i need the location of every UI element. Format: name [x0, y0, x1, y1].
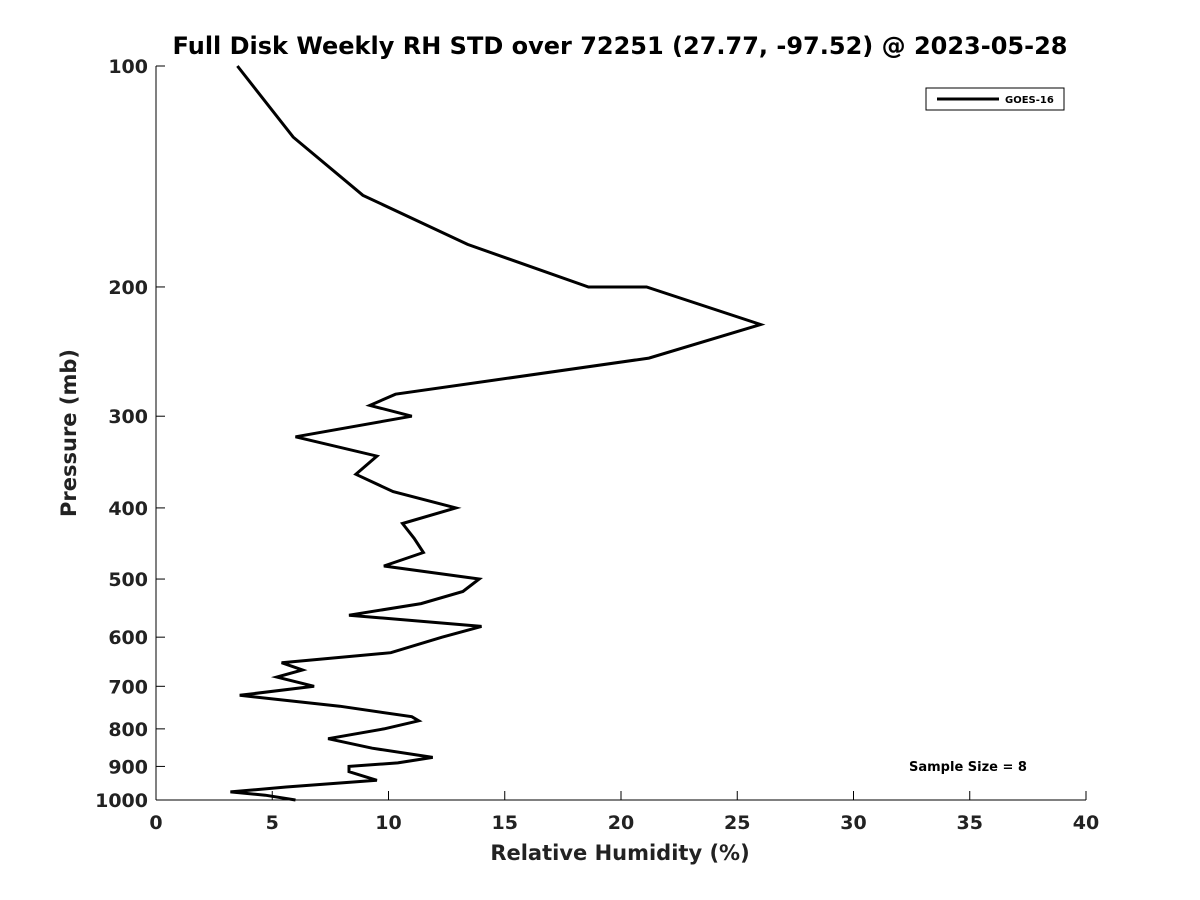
y-tick-label: 1000 — [95, 790, 148, 812]
y-tick-label: 200 — [108, 277, 148, 299]
series-line-goes-16 — [230, 65, 766, 802]
x-tick-label: 35 — [957, 812, 983, 834]
x-tick-label: 30 — [840, 812, 866, 834]
chart-title: Full Disk Weekly RH STD over 72251 (27.7… — [173, 32, 1068, 60]
x-tick-label: 0 — [149, 812, 162, 834]
y-tick-label: 800 — [108, 719, 148, 741]
y-tick-label: 900 — [108, 756, 148, 778]
legend: GOES-16 — [925, 87, 1065, 111]
x-tick-label: 25 — [724, 812, 750, 834]
x-tick-label: 10 — [375, 812, 401, 834]
y-axis-ticks: 100 200 300 400 500 600 700 800 900 1000 — [95, 56, 165, 812]
y-tick-label: 700 — [108, 676, 148, 698]
x-axis-ticks: 0 5 10 15 20 25 30 35 40 — [149, 791, 1099, 834]
x-tick-label: 20 — [608, 812, 634, 834]
y-tick-label: 400 — [108, 498, 148, 520]
x-tick-label: 15 — [492, 812, 518, 834]
legend-label: GOES-16 — [1005, 95, 1054, 106]
y-tick-label: 300 — [108, 406, 148, 428]
x-axis-label: Relative Humidity (%) — [490, 841, 749, 865]
x-tick-label: 5 — [266, 812, 279, 834]
y-tick-label: 600 — [108, 627, 148, 649]
series-layer — [230, 65, 766, 802]
y-axis-label: Pressure (mb) — [57, 349, 81, 517]
sample-size-annotation: Sample Size = 8 — [909, 760, 1027, 775]
y-tick-label: 500 — [108, 569, 148, 591]
plot-area: 0 5 10 15 20 25 30 35 40 100 200 300 400 500 600 700 80… — [95, 56, 1099, 834]
x-tick-label: 40 — [1073, 812, 1099, 834]
y-tick-label: 100 — [108, 56, 148, 78]
